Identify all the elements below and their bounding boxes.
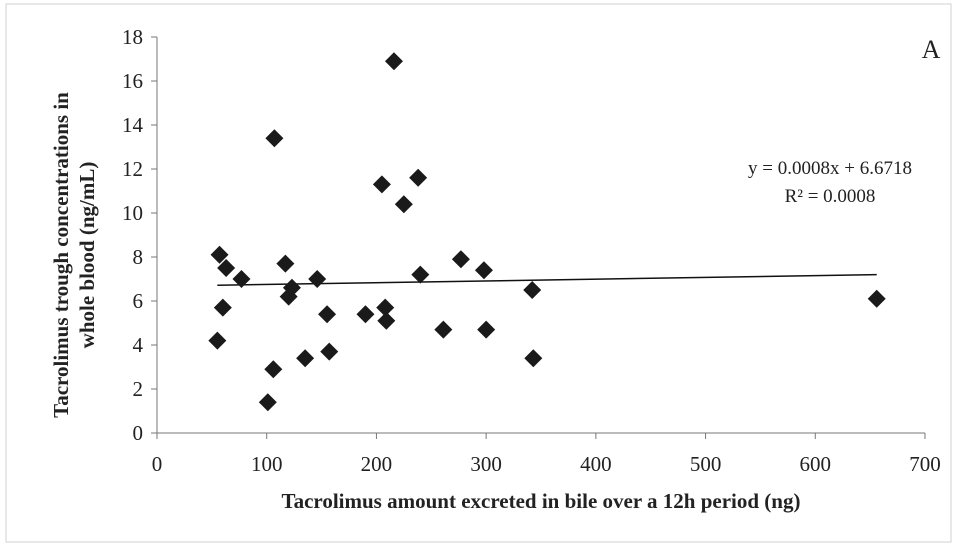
trendline-equation: y = 0.0008x + 6.6718 <box>748 158 912 179</box>
data-point <box>210 245 229 264</box>
trendline <box>217 273 877 287</box>
data-point <box>523 281 542 299</box>
y-tick-label: 6 <box>133 289 144 313</box>
data-point <box>376 298 395 317</box>
y-tick-label: 18 <box>122 25 143 49</box>
panel-label: A <box>922 35 941 64</box>
data-point <box>318 305 337 324</box>
data-point <box>296 349 315 368</box>
x-tick-label: 100 <box>251 452 283 476</box>
data-point <box>320 342 339 361</box>
y-axis-title: Tacrolimus trough concentrations in whol… <box>49 92 99 418</box>
y-tick-label: 0 <box>133 421 144 445</box>
data-point <box>217 259 236 277</box>
data-point <box>258 393 277 412</box>
data-point <box>409 168 428 187</box>
y-axis-title-line-2: whole blood (ng/mL) <box>75 162 99 349</box>
x-tick-label: 700 <box>909 452 941 476</box>
x-ticks: 0 100 200 300 400 500 600 700 <box>152 433 941 476</box>
trendline-layer <box>217 273 877 287</box>
data-point <box>282 278 301 297</box>
trendline-r2: R² = 0.0008 <box>785 186 876 207</box>
data-point <box>477 320 496 339</box>
data-point <box>264 360 283 379</box>
data-point <box>451 250 470 269</box>
y-tick-label: 2 <box>133 377 144 401</box>
data-point <box>394 195 413 214</box>
data-point <box>232 270 251 288</box>
y-tick-label: 8 <box>133 245 144 269</box>
data-point <box>867 289 886 308</box>
y-tick-label: 12 <box>122 157 143 181</box>
data-point <box>372 175 391 194</box>
x-tick-label: 300 <box>470 452 502 476</box>
data-point <box>308 270 327 288</box>
data-point <box>384 52 403 71</box>
y-ticks: 0 2 4 6 8 10 12 14 16 18 <box>122 25 157 445</box>
x-tick-label: 500 <box>690 452 722 476</box>
data-point <box>377 311 396 330</box>
data-point <box>524 349 543 368</box>
data-point <box>265 129 284 148</box>
data-point <box>213 298 232 317</box>
data-point <box>276 254 295 273</box>
x-tick-label: 0 <box>152 452 163 476</box>
data-points <box>208 52 886 412</box>
data-point <box>474 261 493 280</box>
data-point <box>356 305 375 324</box>
x-tick-label: 600 <box>800 452 832 476</box>
y-tick-label: 14 <box>122 113 144 137</box>
x-tick-label: 200 <box>361 452 393 476</box>
x-axis-title: Tacrolimus amount excreted in bile over … <box>282 489 801 513</box>
data-point <box>208 331 227 350</box>
y-tick-label: 16 <box>122 69 143 93</box>
x-tick-label: 400 <box>580 452 612 476</box>
data-point <box>434 320 453 339</box>
y-axis-title-line-1: Tacrolimus trough concentrations in <box>49 92 73 418</box>
y-tick-label: 10 <box>122 201 143 225</box>
data-point <box>411 265 430 284</box>
y-tick-label: 4 <box>133 333 144 357</box>
